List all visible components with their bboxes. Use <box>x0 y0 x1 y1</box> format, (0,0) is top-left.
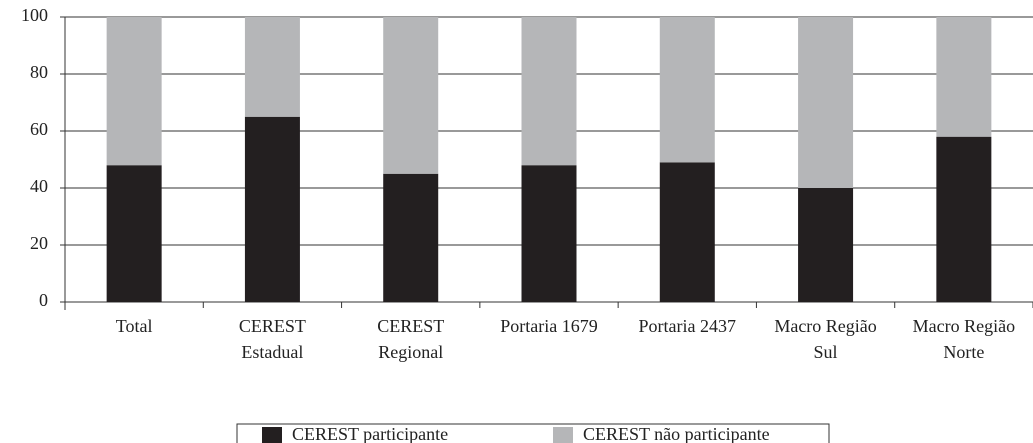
x-tick-label: Macro Região Sul <box>774 316 877 362</box>
x-tick-label: Macro Região Norte <box>912 316 1016 362</box>
bar-segment <box>244 17 300 117</box>
x-tick-label: CEREST Estadual <box>238 316 306 362</box>
legend-box <box>236 423 830 443</box>
x-tick-label: Portaria 1679 <box>500 316 598 336</box>
legend-label: CEREST não participante <box>583 424 770 443</box>
y-tick-label: 80 <box>30 62 48 82</box>
bar-segment <box>659 17 715 163</box>
bar-segment <box>798 188 854 302</box>
bar-segment <box>521 17 577 166</box>
legend-swatch <box>553 427 573 443</box>
x-tick-label: Total <box>115 316 153 336</box>
x-tick-label: CEREST Regional <box>377 316 445 362</box>
y-tick-label: 60 <box>30 119 48 139</box>
bar-segment <box>383 173 439 302</box>
bar-segment <box>106 17 162 166</box>
bar-segment <box>244 116 300 302</box>
bar-segment <box>106 165 162 302</box>
legend-label: CEREST participante <box>292 424 448 443</box>
bar-segment <box>936 17 992 137</box>
bar-segment <box>798 17 854 188</box>
y-tick-label: 40 <box>30 176 48 196</box>
x-tick-label: Portaria 2437 <box>638 316 737 336</box>
y-tick-label: 0 <box>39 290 48 310</box>
bar-segment <box>659 162 715 302</box>
y-tick-label: 100 <box>21 5 48 25</box>
legend-swatch <box>262 427 282 443</box>
bar-segment <box>521 165 577 302</box>
y-tick-label: 20 <box>30 233 48 253</box>
bar-segment <box>936 136 992 302</box>
bar-segment <box>383 17 439 174</box>
